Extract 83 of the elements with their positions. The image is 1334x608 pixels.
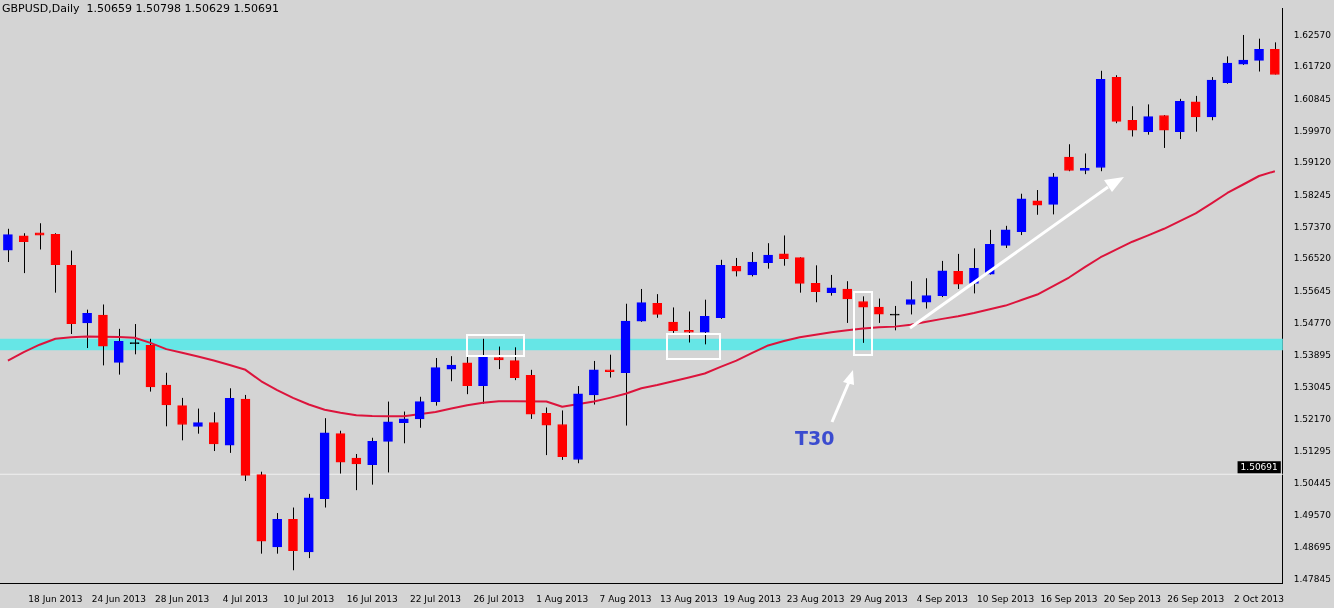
y-tick-label: 1.56520: [1293, 253, 1332, 264]
candlestick: [18, 232, 29, 274]
y-tick-label: 1.49570: [1293, 509, 1332, 520]
candlestick: [779, 234, 789, 267]
candlestick: [731, 257, 742, 277]
candlestick: [1254, 38, 1264, 73]
candlestick: [699, 299, 710, 345]
candlestick: [1159, 114, 1169, 149]
y-tick-label: 1.47845: [1293, 573, 1331, 584]
candlestick: [414, 396, 425, 429]
candlestick: [668, 306, 678, 334]
y-tick-label: 1.55645: [1293, 285, 1331, 296]
candlestick: [684, 310, 694, 343]
x-tick-label: 18 Jun 2013: [28, 593, 83, 604]
x-tick-label: 19 Aug 2013: [723, 593, 782, 604]
candlestick: [921, 277, 932, 310]
candlestick: [161, 372, 172, 427]
x-tick-label: 7 Aug 2013: [599, 593, 652, 604]
x-tick-label: 23 Aug 2013: [786, 593, 845, 604]
candlestick: [1222, 55, 1233, 85]
x-tick-label: 16 Jul 2013: [346, 593, 398, 604]
x-tick-label: 28 Jun 2013: [155, 593, 210, 604]
candlestick: [82, 309, 92, 349]
candlestick: [810, 264, 821, 303]
chart-title: GBPUSD,Daily 1.50659 1.50798 1.50629 1.50691: [2, 2, 279, 16]
y-tick-label: 1.59970: [1293, 126, 1332, 137]
candlestick: [1064, 143, 1074, 172]
candlestick: [905, 280, 916, 315]
candlestick: [1127, 105, 1138, 137]
y-tick-label: 1.60845: [1293, 93, 1331, 104]
x-tick-label: 4 Jul 2013: [222, 593, 269, 604]
y-tick-label: 1.54770: [1293, 318, 1332, 329]
annotation: T30: [795, 427, 835, 449]
candlestick: [509, 346, 520, 381]
candlestick: [636, 288, 647, 323]
candlestick: [177, 397, 187, 441]
candlestick: [1032, 189, 1043, 216]
y-tick-label: 1.53895: [1293, 350, 1331, 361]
candlestick: [462, 355, 473, 395]
candlestick: [953, 253, 963, 290]
candlestick: [842, 280, 853, 324]
candlestick: [3, 228, 13, 263]
y-tick-label: 1.52170: [1293, 414, 1332, 424]
x-tick-label: 22 Jul 2013: [410, 593, 461, 604]
candlestick: [937, 260, 948, 298]
x-tick-label: 26 Jul 2013: [473, 593, 525, 604]
y-tick-label: 1.58245: [1293, 189, 1331, 200]
y-tick-label: 1.51295: [1293, 446, 1331, 457]
y-tick-label: 1.57370: [1293, 222, 1332, 233]
candlestick: [541, 406, 552, 456]
candlestick: [383, 401, 393, 473]
x-tick-label: 4 Sep 2013: [916, 593, 968, 604]
x-tick-label: 26 Sep 2013: [1167, 593, 1225, 604]
y-tick-label: 1.62570: [1293, 30, 1332, 41]
x-tick-label: 2 Oct 2013: [1234, 593, 1284, 604]
candlestick: [1079, 152, 1090, 175]
y-tick-label: 1.48695: [1293, 542, 1331, 553]
candlestick: [858, 295, 868, 344]
x-tick-label: 20 Sep 2013: [1103, 593, 1161, 604]
candlestick: [208, 411, 219, 452]
candlestick: [193, 408, 203, 435]
candlestick: [889, 305, 900, 331]
candlestick: [113, 328, 124, 376]
x-tick-label: 10 Sep 2013: [977, 593, 1035, 604]
candlestick: [874, 298, 884, 324]
candlestick: [1000, 225, 1011, 249]
candlestick: [604, 354, 615, 379]
x-tick-label: 1 Aug 2013: [536, 593, 589, 604]
x-tick-label: 29 Aug 2013: [850, 593, 908, 604]
candlestick: [763, 242, 773, 270]
x-tick-label: 10 Jul 2013: [283, 593, 335, 604]
y-tick-label: 1.61720: [1293, 61, 1332, 72]
y-tick-label: 1.59120: [1293, 157, 1332, 168]
candlestick: [1270, 41, 1280, 75]
x-tick-label: 24 Jun 2013: [91, 593, 146, 604]
ref-line-label: 1.50691: [1240, 461, 1278, 472]
x-tick-label: 16 Sep 2013: [1040, 593, 1098, 604]
y-tick-label: 1.53045: [1293, 381, 1331, 392]
y-tick-label: 1.50445: [1293, 477, 1331, 488]
candlestick: [351, 453, 362, 491]
candlestick: [367, 437, 377, 486]
x-tick-label: 13 Aug 2013: [660, 593, 718, 604]
candlestick: [589, 360, 599, 406]
